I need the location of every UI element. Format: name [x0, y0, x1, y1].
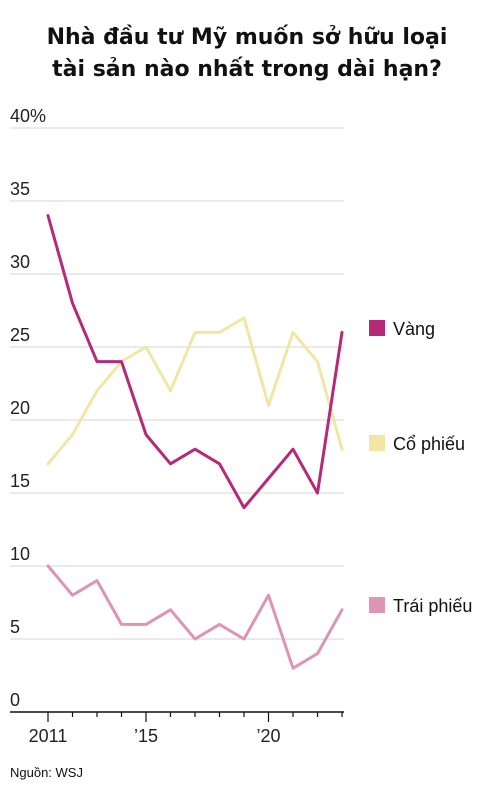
y-tick-label: 25: [10, 325, 30, 345]
y-axis-ticks: 0 5 10 15 20 25 30 35 40%: [10, 106, 46, 710]
y-tick-label: 30: [10, 252, 30, 272]
x-tick-label: 2011: [29, 726, 68, 746]
y-tick-label: 20: [10, 398, 30, 418]
source-note: Nguồn: WSJ: [10, 765, 83, 780]
legend-swatch: [369, 320, 385, 336]
legend-label: Trái phiếu: [393, 596, 472, 616]
y-tick-label: 40%: [10, 106, 46, 126]
y-tick-label: 35: [10, 179, 30, 199]
gridlines: [10, 127, 344, 640]
x-tick-label: ’20: [256, 726, 280, 746]
series-line-1: [46, 316, 344, 466]
legend-label: Cổ phiếu: [393, 434, 465, 454]
y-tick-label: 10: [10, 544, 30, 564]
title-line-2: tài sản nào nhất trong dài hạn?: [52, 57, 442, 82]
title-line-1: Nhà đầu tư Mỹ muốn sở hữu loại: [46, 25, 448, 50]
legend-label: Vàng: [393, 319, 435, 339]
y-tick-label: 0: [10, 690, 20, 710]
chart-title: Nhà đầu tư Mỹ muốn sở hữu loại tài sản n…: [0, 22, 494, 86]
y-tick-label: 5: [10, 617, 20, 637]
y-tick-label: 15: [10, 471, 30, 491]
series-lines: [46, 214, 344, 670]
legend: Vàng Cổ phiếu Trái phiếu: [369, 319, 472, 616]
series-line-2: [46, 564, 344, 670]
x-axis: 2011 ’15 ’20: [10, 711, 344, 746]
legend-swatch: [369, 597, 385, 613]
series-line-0: [46, 214, 344, 510]
legend-swatch: [369, 435, 385, 451]
x-tick-label: ’15: [134, 726, 158, 746]
